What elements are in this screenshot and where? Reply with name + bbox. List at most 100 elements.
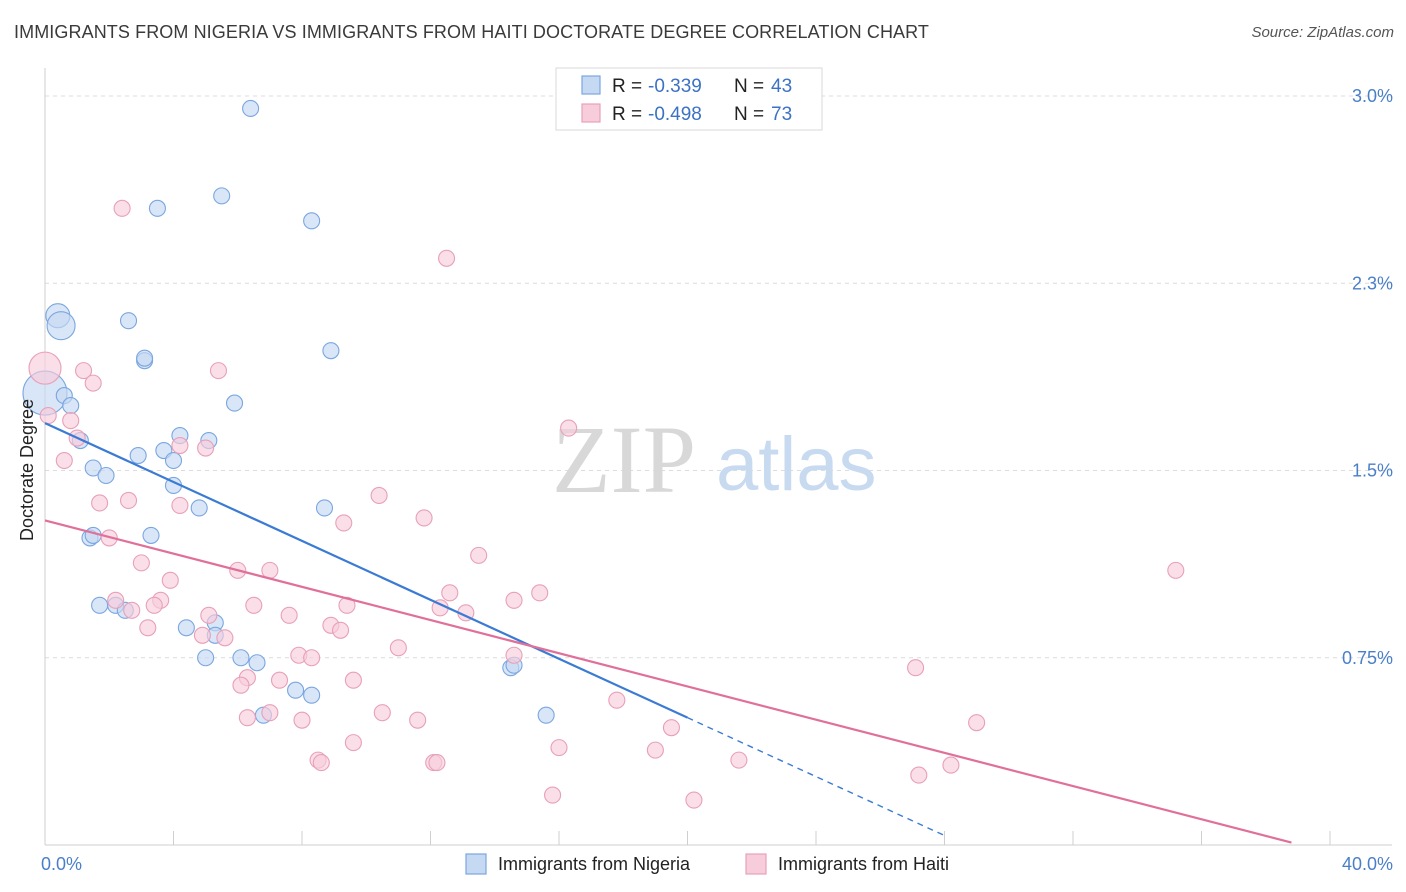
- haiti-point: [171, 496, 189, 515]
- haiti-point: [942, 756, 960, 774]
- nigeria-point: [177, 619, 195, 637]
- haiti-point: [338, 596, 356, 614]
- nigeria-point: [136, 349, 154, 367]
- haiti-point: [505, 591, 523, 609]
- nigeria-point: [303, 686, 321, 704]
- haiti-point: [197, 439, 215, 457]
- haiti-point: [441, 584, 459, 602]
- legend-n-label-1: N =: [734, 76, 764, 97]
- y-tick-label-0: 0.75%: [1342, 648, 1393, 668]
- haiti-point: [28, 351, 62, 385]
- nigeria-point: [84, 459, 102, 477]
- haiti-point: [39, 407, 57, 425]
- haiti-point: [646, 741, 664, 759]
- haiti-point: [907, 659, 925, 677]
- y-tick-label-1: 1.5%: [1352, 461, 1393, 481]
- haiti-point: [209, 362, 228, 380]
- haiti-point: [119, 491, 138, 510]
- haiti-point: [62, 412, 80, 430]
- haiti-point: [75, 362, 93, 380]
- y-tick-label-3: 3.0%: [1352, 86, 1393, 106]
- haiti-point: [232, 676, 250, 694]
- legend-bottom-swatch-nigeria: [465, 853, 487, 875]
- y-tick-label-2: 2.3%: [1352, 273, 1393, 293]
- haiti-point: [968, 714, 986, 732]
- haiti-point: [910, 766, 928, 784]
- legend-bottom: Immigrants from Nigeria Immigrants from …: [465, 853, 949, 875]
- haiti-point: [438, 249, 456, 267]
- nigeria-point: [287, 681, 305, 699]
- legend-swatch-nigeria: [581, 75, 601, 95]
- nigeria-point: [242, 99, 260, 118]
- haiti-point: [113, 199, 131, 217]
- haiti-point: [216, 629, 234, 647]
- nigeria-trend-line: [44, 422, 688, 719]
- haiti-point: [161, 571, 179, 589]
- haiti-point: [139, 619, 157, 637]
- haiti-point: [245, 596, 263, 614]
- legend-top: R = -0.339 N = 43 R = -0.498 N = 73: [555, 67, 823, 131]
- axes: [44, 68, 1392, 846]
- haiti-point: [270, 671, 289, 689]
- x-tick-label-0: 0.0%: [41, 854, 82, 874]
- y-axis-title: Doctorate Degree: [17, 399, 37, 541]
- haiti-point: [171, 436, 189, 455]
- haiti-point: [331, 621, 350, 639]
- legend-bottom-swatch-haiti: [745, 853, 767, 875]
- legend-n-value-1: 43: [771, 76, 792, 97]
- legend-swatch-haiti: [581, 103, 601, 123]
- haiti-point: [370, 486, 388, 505]
- watermark: ZIP atlas: [552, 406, 877, 513]
- haiti-point: [280, 606, 298, 624]
- haiti-point: [608, 691, 626, 709]
- haiti-point: [373, 704, 391, 722]
- nigeria-point: [537, 706, 555, 724]
- nigeria-point: [232, 649, 250, 667]
- haiti-trend-line: [44, 519, 1292, 844]
- nigeria-point: [46, 311, 76, 341]
- legend-n-label-2: N =: [734, 104, 764, 125]
- haiti-point: [123, 601, 141, 619]
- nigeria-point: [97, 466, 115, 485]
- data-points: [22, 99, 1185, 809]
- legend-n-value-2: 73: [771, 104, 792, 125]
- watermark-atlas: atlas: [716, 422, 877, 507]
- chart-source: Source: ZipAtlas.com: [1251, 24, 1394, 41]
- haiti-point: [470, 546, 488, 564]
- haiti-point: [544, 786, 562, 804]
- haiti-point: [685, 791, 703, 809]
- haiti-point: [344, 734, 362, 752]
- haiti-point: [193, 626, 211, 644]
- haiti-point: [531, 584, 549, 602]
- nigeria-point: [148, 199, 166, 217]
- haiti-point: [662, 719, 680, 737]
- nigeria-trend-extension: [687, 717, 945, 837]
- nigeria-point: [225, 394, 244, 412]
- tick-labels: 0.75% 1.5% 2.3% 3.0% 0.0% 40.0%: [41, 86, 1393, 874]
- nigeria-point: [164, 451, 183, 470]
- legend-r-value-1: -0.339: [648, 76, 702, 97]
- haiti-point: [560, 419, 578, 437]
- haiti-point: [107, 591, 125, 609]
- nigeria-point: [129, 446, 147, 465]
- nigeria-point: [190, 499, 208, 517]
- nigeria-point: [213, 187, 231, 205]
- haiti-point: [428, 754, 446, 772]
- legend-bottom-label-haiti: Immigrants from Haiti: [778, 854, 949, 874]
- x-tick-label-1: 40.0%: [1342, 854, 1393, 874]
- haiti-point: [261, 704, 279, 722]
- trend-lines: [44, 422, 1292, 844]
- haiti-point: [200, 606, 218, 624]
- haiti-point: [730, 751, 748, 769]
- legend-r-value-2: -0.498: [648, 104, 702, 125]
- haiti-point: [344, 671, 362, 689]
- legend-r-label-2: R =: [612, 104, 642, 125]
- haiti-point: [415, 509, 433, 527]
- haiti-point: [312, 754, 330, 772]
- nigeria-point: [62, 397, 80, 415]
- nigeria-point: [248, 654, 266, 672]
- nigeria-point: [197, 649, 215, 667]
- haiti-point: [303, 649, 321, 667]
- haiti-point: [132, 554, 150, 572]
